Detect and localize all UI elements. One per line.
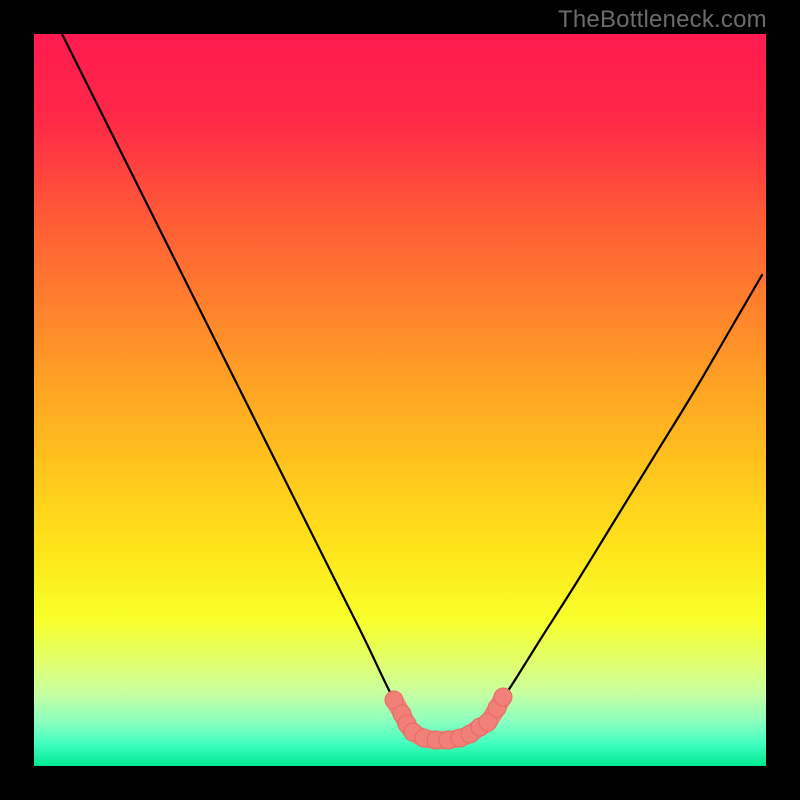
watermark-text: TheBottleneck.com — [558, 6, 767, 34]
gradient-background — [34, 34, 766, 766]
plot-area — [34, 34, 766, 766]
gradient-rect — [34, 34, 766, 766]
